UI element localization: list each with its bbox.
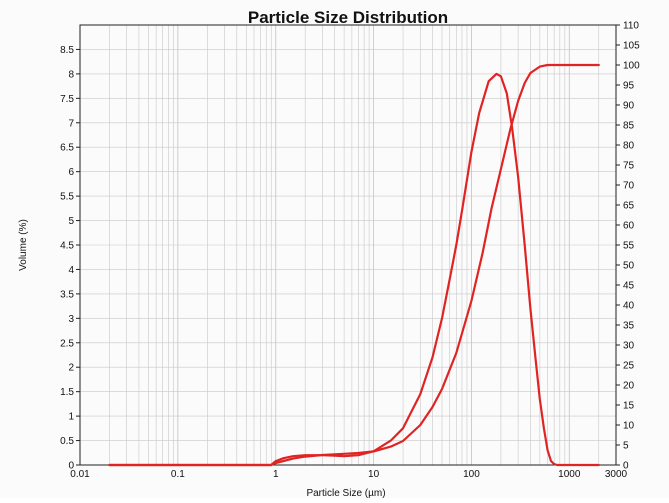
y-tick-label: 8.5 [60, 45, 74, 56]
y2-tick-label: 50 [623, 261, 635, 272]
y-tick-label: 5.5 [60, 192, 74, 203]
y-tick-label: 8 [68, 69, 74, 80]
y-tick-label: 6.5 [60, 143, 74, 154]
x-axis-label: Particle Size (µm) [306, 488, 385, 498]
y-axis-label: Volume (%) [18, 219, 29, 271]
x-tick-label: 0.01 [70, 469, 90, 480]
y2-tick-label: 70 [623, 181, 635, 192]
y-tick-label: 3.5 [60, 289, 74, 300]
y2-tick-label: 90 [623, 101, 635, 112]
y-tick-label: 6 [68, 167, 74, 178]
tick-labels: 0.01 0.1 1 10 100 1000 300000.511.522.533.544.… [60, 21, 640, 481]
y-tick-label: 4 [68, 265, 74, 276]
y2-tick-label: 55 [623, 241, 635, 252]
y2-tick-label: 15 [623, 401, 635, 412]
y2-tick-label: 65 [623, 201, 635, 212]
grid-lines [79, 25, 617, 466]
y2-tick-label: 100 [623, 61, 640, 72]
x-tick-label: 1000 [558, 469, 581, 480]
y-tick-label: 3 [68, 314, 74, 325]
y2-tick-label: 75 [623, 161, 635, 172]
y2-tick-label: 45 [623, 281, 635, 292]
x-tick-label: 3000 [605, 469, 628, 480]
y2-tick-label: 20 [623, 381, 635, 392]
x-tick-label: 1 [273, 469, 279, 480]
y2-tick-label: 40 [623, 301, 635, 312]
y2-tick-label: 80 [623, 141, 635, 152]
y2-tick-label: 95 [623, 81, 635, 92]
y-tick-label: 5 [68, 216, 74, 227]
cumulative-volume-line [108, 63, 600, 467]
y-tick-label: 2 [68, 363, 74, 374]
y-tick-label: 0.5 [60, 436, 74, 447]
y-tick-label: 2.5 [60, 338, 74, 349]
y2-tick-label: 110 [623, 21, 639, 32]
y-tick-label: 7.5 [60, 94, 74, 105]
y2-tick-label: 30 [623, 341, 635, 352]
y2-tick-label: 35 [623, 321, 635, 332]
y2-tick-label: 105 [623, 41, 640, 52]
y-tick-label: 4.5 [60, 241, 74, 252]
y2-tick-label: 25 [623, 361, 635, 372]
y-tick-label: 0 [68, 461, 74, 472]
y-tick-label: 1 [68, 412, 74, 423]
y-tick-label: 1.5 [60, 387, 74, 398]
chart-title: Particle Size Distribution [248, 8, 448, 27]
y2-tick-label: 5 [623, 441, 629, 452]
x-tick-label: 10 [368, 469, 380, 480]
y2-tick-label: 85 [623, 121, 635, 132]
y2-tick-label: 60 [623, 221, 635, 232]
x-tick-label: 0.1 [171, 469, 185, 480]
y2-tick-label: 0 [623, 461, 629, 472]
y-tick-label: 7 [68, 118, 74, 129]
y2-tick-label: 10 [623, 421, 635, 432]
series-layer [108, 63, 600, 467]
x-tick-label: 100 [463, 469, 480, 480]
